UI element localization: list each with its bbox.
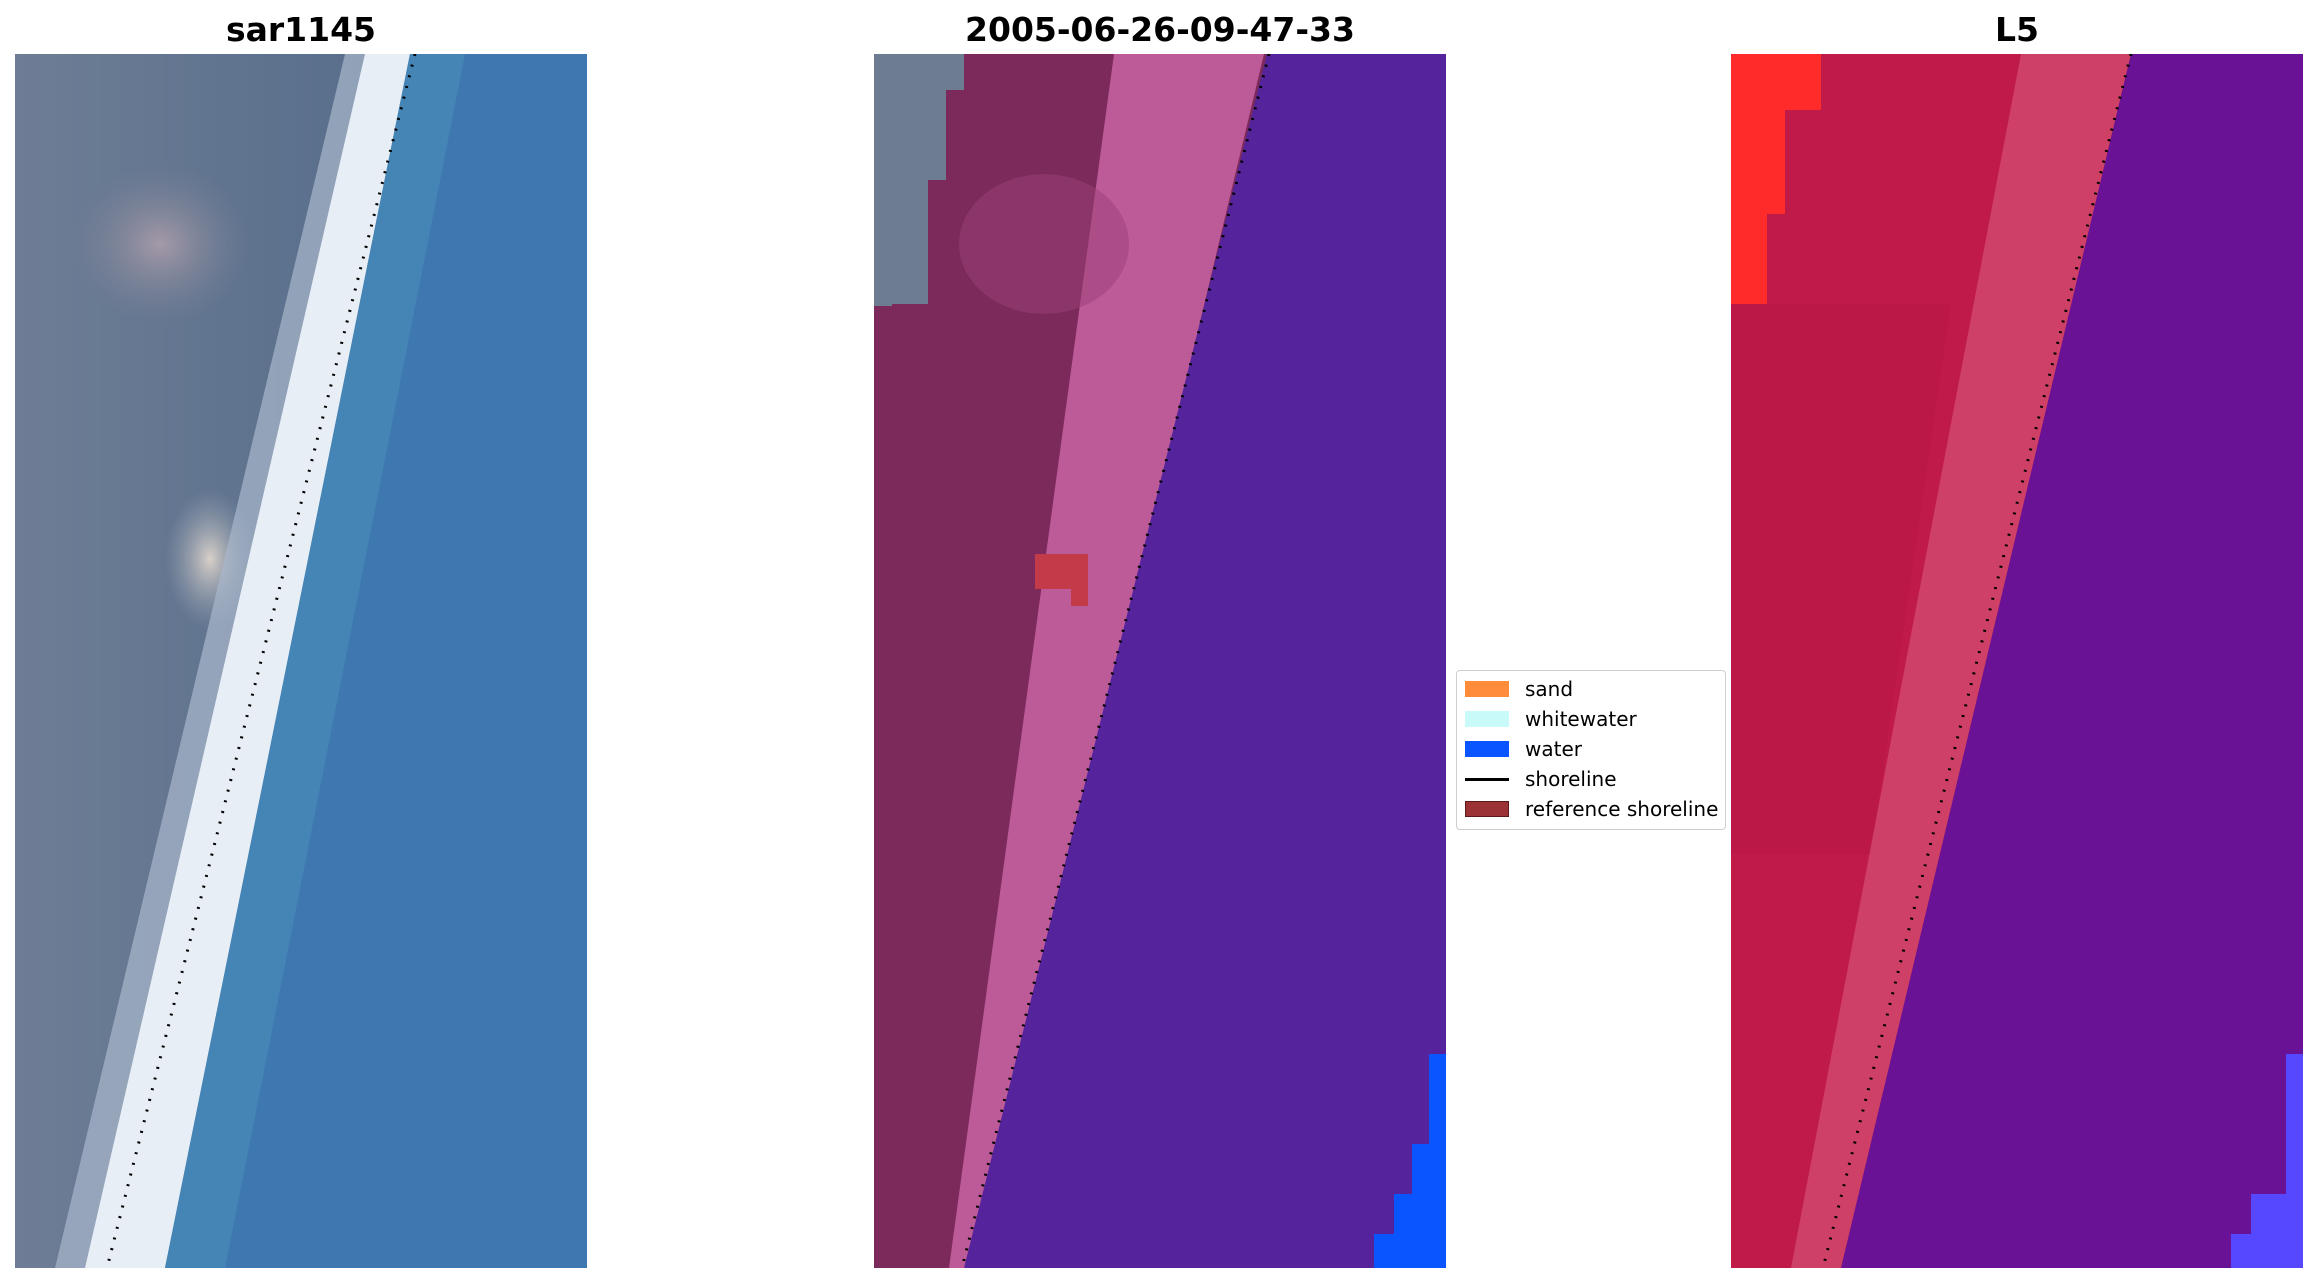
legend-item-reference-shoreline: reference shoreline: [1465, 797, 1718, 821]
legend-item-water: water: [1465, 737, 1582, 761]
legend: sand whitewater water shoreline referenc…: [1456, 670, 1726, 830]
legend-swatch-water: [1465, 741, 1509, 757]
panel-title-index: L5: [1995, 10, 2039, 49]
rgb-image-panel: [15, 54, 587, 1268]
legend-label-whitewater: whitewater: [1525, 707, 1637, 731]
panel-title-classified: 2005-06-26-09-47-33: [965, 10, 1355, 49]
legend-swatch-whitewater: [1465, 711, 1509, 727]
legend-label-water: water: [1525, 737, 1582, 761]
legend-swatch-reference-shoreline: [1465, 801, 1509, 817]
legend-label-sand: sand: [1525, 677, 1574, 701]
rgb-image: [15, 54, 587, 1268]
classified-image-panel: [874, 54, 1446, 1268]
panel-title-rgb: sar1145: [225, 10, 377, 49]
legend-swatch-sand: [1465, 681, 1509, 697]
legend-label-reference-shoreline: reference shoreline: [1525, 797, 1719, 821]
index-image-panel: [1731, 54, 2303, 1268]
legend-item-sand: sand: [1465, 677, 1573, 701]
classified-image: [874, 54, 1446, 1268]
legend-item-whitewater: whitewater: [1465, 707, 1637, 731]
legend-label-shoreline: shoreline: [1525, 767, 1617, 791]
legend-swatch-shoreline: [1465, 777, 1509, 781]
legend-item-shoreline: shoreline: [1465, 767, 1617, 791]
index-image: [1731, 54, 2303, 1268]
